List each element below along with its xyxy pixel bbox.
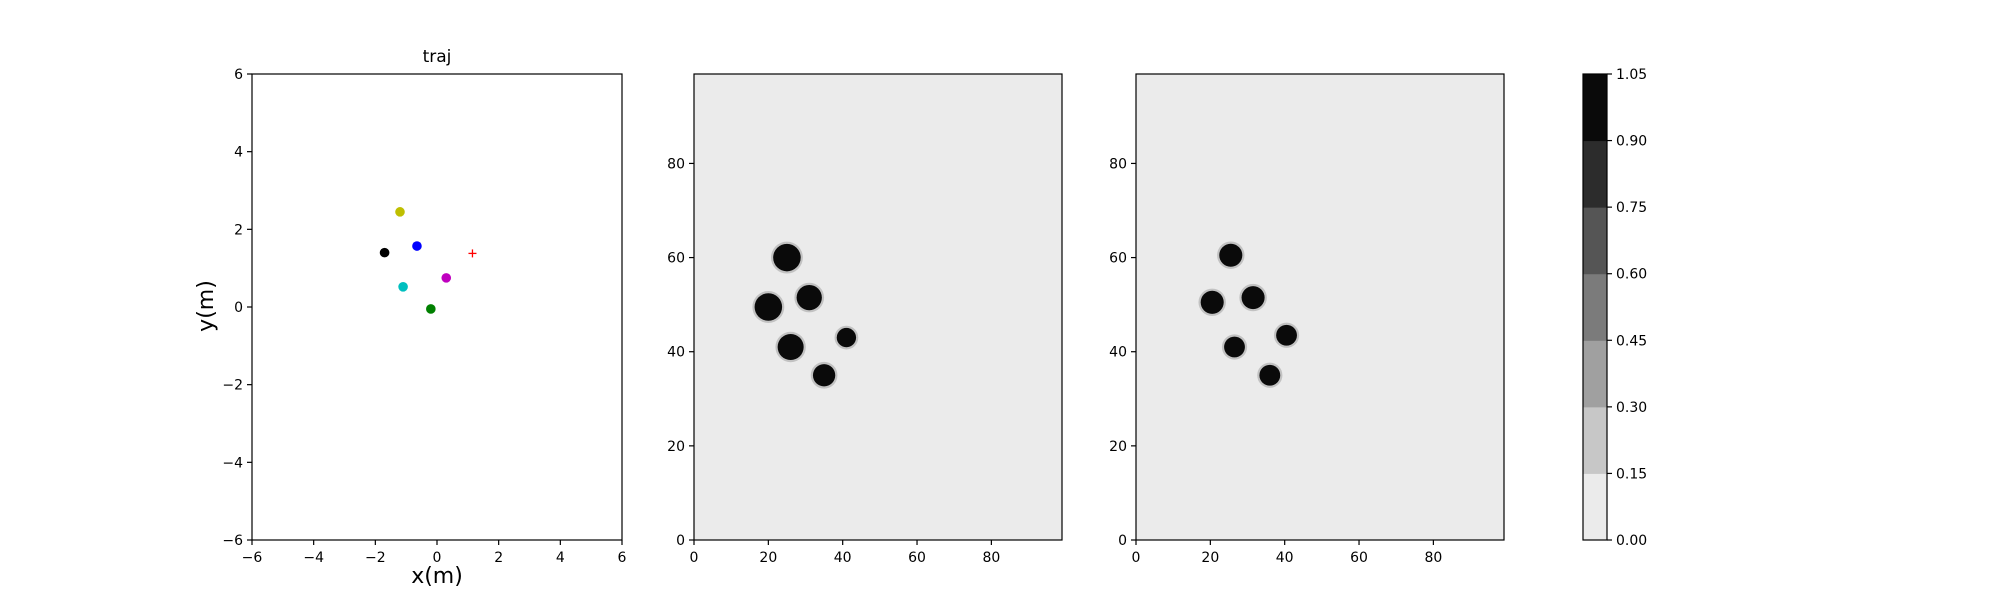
heatmap2-ytick-label: 60 [1109,251,1127,267]
colorbar-tick-label: 0.75 [1616,200,1647,216]
heatmap1-xtick-label: 60 [908,550,926,566]
traj-xtick-label: 2 [494,550,503,566]
traj-ytick-label: −6 [222,533,243,549]
colorbar-level [1583,473,1607,541]
colorbar-level [1583,74,1607,142]
traj-ytick-label: 6 [234,67,243,83]
colorbar-tick-label: 0.60 [1616,267,1647,283]
occupancy-map-panel-1: 0 20 40 60 80 0 20 40 60 80 [667,73,1063,566]
heatmap2-ytick-label: 20 [1109,439,1127,455]
agent-point [379,247,390,258]
target-plus-marker [468,249,477,258]
occupied-blob [1200,290,1224,314]
heatmap1-xtick-label: 40 [834,550,852,566]
heatmap-frame [693,73,1063,541]
colorbar-level [1583,207,1607,275]
traj-xlabel: x(m) [411,564,463,589]
heatmap1-ytick-label: 20 [667,439,685,455]
colorbar-tick-label: 0.45 [1616,333,1647,349]
occupied-blob [1241,286,1265,310]
traj-frame [251,73,623,541]
heatmap2-ytick-label: 0 [1118,533,1127,549]
traj-xtick-label: 4 [556,550,565,566]
heatmap1-xtick-label: 80 [982,550,1000,566]
heatmap1-xtick-label: 20 [759,550,777,566]
colorbar-tick-label: 0.90 [1616,134,1647,150]
heatmap1-ytick-label: 60 [667,251,685,267]
heatmap-background [694,74,1062,540]
traj-ytick-label: −4 [222,455,243,471]
traj-xtick-label: −4 [303,550,324,566]
occupied-blob [1224,336,1245,358]
heatmap1-ytick-label: 80 [667,156,685,172]
heatmap-background [1136,74,1504,540]
occupied-blob [773,243,801,272]
traj-ytick-label: 4 [234,145,243,161]
traj-plot-area [252,74,622,540]
agent-point [441,273,452,283]
agent-point [426,304,436,314]
traj-ytick-label: 0 [234,300,243,316]
traj-xtick-label: −6 [242,550,263,566]
colorbar-tick-label: 0.30 [1616,400,1647,416]
traj-ylabel: y(m) [194,280,219,332]
colorbar-tick-label: 0.15 [1616,466,1647,482]
traj-ytick-label: 2 [234,222,243,238]
occupied-blob [754,293,783,321]
occupied-blob [777,334,804,361]
agent-point [398,282,408,292]
colorbar-tick-label: 1.05 [1616,67,1647,83]
colorbar-tick-label: 0.00 [1616,533,1647,549]
occupancy-map-panel-2: 0 20 40 60 80 0 20 40 60 80 [1109,73,1505,566]
colorbar-level [1583,140,1607,208]
heatmap-frame [1135,73,1505,541]
heatmap2-ytick-label: 80 [1109,156,1127,172]
heatmap1-ytick-label: 40 [667,345,685,361]
colorbar: 0.00 0.15 0.30 0.45 0.60 0.75 0.90 1.05 [1582,67,1647,549]
heatmap2-xtick-label: 80 [1424,550,1442,566]
heatmap2-xtick-label: 20 [1201,550,1219,566]
occupied-blob [812,364,836,387]
trajectory-scatter-panel: traj x(m) y(m) −6 −4 −2 0 2 4 6 −6 −4 −2 0 2 4 6 [194,47,627,589]
occupied-blob [1259,364,1281,386]
occupied-blob [1219,243,1243,267]
traj-xtick-label: −2 [365,550,386,566]
agent-point [395,207,405,217]
colorbar-level [1583,406,1607,474]
traj-ytick-label: −2 [222,378,243,394]
heatmap1-xtick-label: 0 [690,550,699,566]
traj-title: traj [423,47,452,67]
colorbar-frame [1582,73,1608,541]
heatmap2-ytick-label: 40 [1109,345,1127,361]
heatmap1-ytick-label: 0 [676,533,685,549]
heatmap2-xtick-label: 40 [1276,550,1294,566]
colorbar-level [1583,273,1607,341]
occupied-blob [796,284,822,311]
occupied-blob [836,327,857,348]
traj-xtick-label: 0 [433,550,442,566]
colorbar-level [1583,340,1607,408]
occupied-blob [1276,324,1297,346]
traj-xtick-label: 6 [618,550,627,566]
heatmap2-xtick-label: 0 [1132,550,1141,566]
agent-point [412,241,422,251]
heatmap2-xtick-label: 60 [1350,550,1368,566]
